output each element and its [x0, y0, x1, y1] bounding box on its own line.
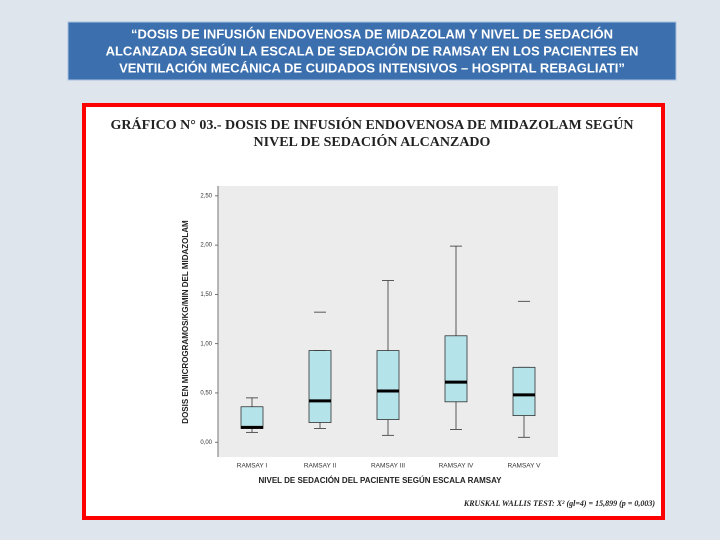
y-tick-label: 0,00	[200, 440, 212, 446]
y-tick-label: 1,50	[200, 292, 212, 298]
header-box	[67, 21, 677, 81]
box	[240, 406, 264, 429]
y-tick-label: 2,00	[200, 243, 212, 249]
x-tick-label: RAMSAY IV	[439, 463, 474, 470]
header-line: VENTILACIÓN MECÁNICA DE CUIDADOS INTENSI…	[119, 60, 625, 75]
annotation: KRUSKAL WALLIS TEST: X² (gl=4) = 15,899 …	[463, 499, 655, 508]
x-tick-label: RAMSAY II	[304, 463, 336, 470]
box	[444, 335, 468, 403]
x-axis-label: NIVEL DE SEDACIÓN DEL PACIENTE SEGÚN ESC…	[259, 476, 503, 485]
box	[512, 366, 536, 417]
chart-title: GRÁFICO N° 03.- DOSIS DE INFUSIÓN ENDOVE…	[111, 116, 634, 133]
x-tick-label: RAMSAY I	[237, 463, 268, 470]
header-line: ALCANZADA SEGÚN LA ESCALA DE SEDACIÓN DE…	[106, 43, 639, 58]
header-line: “DOSIS DE INFUSIÓN ENDOVENOSA DE MIDAZOL…	[131, 26, 613, 41]
x-tick-label: RAMSAY V	[508, 463, 542, 470]
box	[308, 350, 332, 423]
chart-title: NIVEL DE SEDACIÓN ALCANZADO	[254, 133, 491, 150]
box	[376, 350, 400, 420]
y-axis-label: DOSIS EN MICROGRAMOS/KG/MIN DEL MIDAZOLA…	[181, 220, 190, 424]
y-tick-label: 2,50	[200, 193, 212, 199]
y-tick-label: 1,00	[200, 341, 212, 347]
y-tick-label: 0,50	[200, 391, 212, 397]
x-tick-label: RAMSAY III	[371, 463, 405, 470]
